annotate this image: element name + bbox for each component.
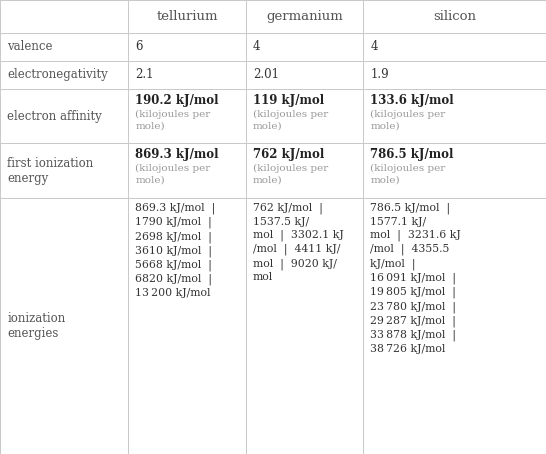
Text: 2.1: 2.1 (135, 69, 154, 81)
Text: 119 kJ/mol: 119 kJ/mol (253, 94, 324, 107)
Text: (kilojoules per
mole): (kilojoules per mole) (135, 164, 211, 185)
Text: 190.2 kJ/mol: 190.2 kJ/mol (135, 94, 219, 107)
Text: 2.01: 2.01 (253, 69, 279, 81)
Text: 869.3 kJ/mol: 869.3 kJ/mol (135, 148, 219, 161)
Text: 4: 4 (253, 40, 260, 53)
Text: 762 kJ/mol: 762 kJ/mol (253, 148, 324, 161)
Text: germanium: germanium (266, 10, 343, 23)
Text: 869.3 kJ/mol  |
1790 kJ/mol  |
2698 kJ/mol  |
3610 kJ/mol  |
5668 kJ/mol  |
6820: 869.3 kJ/mol | 1790 kJ/mol | 2698 kJ/mol… (135, 202, 216, 298)
Text: tellurium: tellurium (156, 10, 218, 23)
Text: 1.9: 1.9 (370, 69, 389, 81)
Text: (kilojoules per
mole): (kilojoules per mole) (370, 110, 446, 130)
Text: first ionization
energy: first ionization energy (7, 157, 93, 185)
Text: (kilojoules per
mole): (kilojoules per mole) (135, 110, 211, 130)
Text: (kilojoules per
mole): (kilojoules per mole) (370, 164, 446, 185)
Text: (kilojoules per
mole): (kilojoules per mole) (253, 164, 328, 185)
Text: valence: valence (7, 40, 52, 53)
Text: 133.6 kJ/mol: 133.6 kJ/mol (370, 94, 454, 107)
Text: (kilojoules per
mole): (kilojoules per mole) (253, 110, 328, 130)
Text: 762 kJ/mol  |
1537.5 kJ/
mol  |  3302.1 kJ
/mol  |  4411 kJ/
mol  |  9020 kJ/
mo: 762 kJ/mol | 1537.5 kJ/ mol | 3302.1 kJ … (253, 202, 343, 282)
Text: electron affinity: electron affinity (7, 110, 102, 123)
Text: 6: 6 (135, 40, 143, 53)
Text: 4: 4 (370, 40, 378, 53)
Text: silicon: silicon (433, 10, 476, 23)
Text: 786.5 kJ/mol: 786.5 kJ/mol (370, 148, 454, 161)
Text: electronegativity: electronegativity (7, 69, 108, 81)
Text: 786.5 kJ/mol  |
1577.1 kJ/
mol  |  3231.6 kJ
/mol  |  4355.5
kJ/mol  |
16 091 kJ: 786.5 kJ/mol | 1577.1 kJ/ mol | 3231.6 k… (370, 202, 461, 354)
Text: ionization
energies: ionization energies (7, 312, 66, 340)
